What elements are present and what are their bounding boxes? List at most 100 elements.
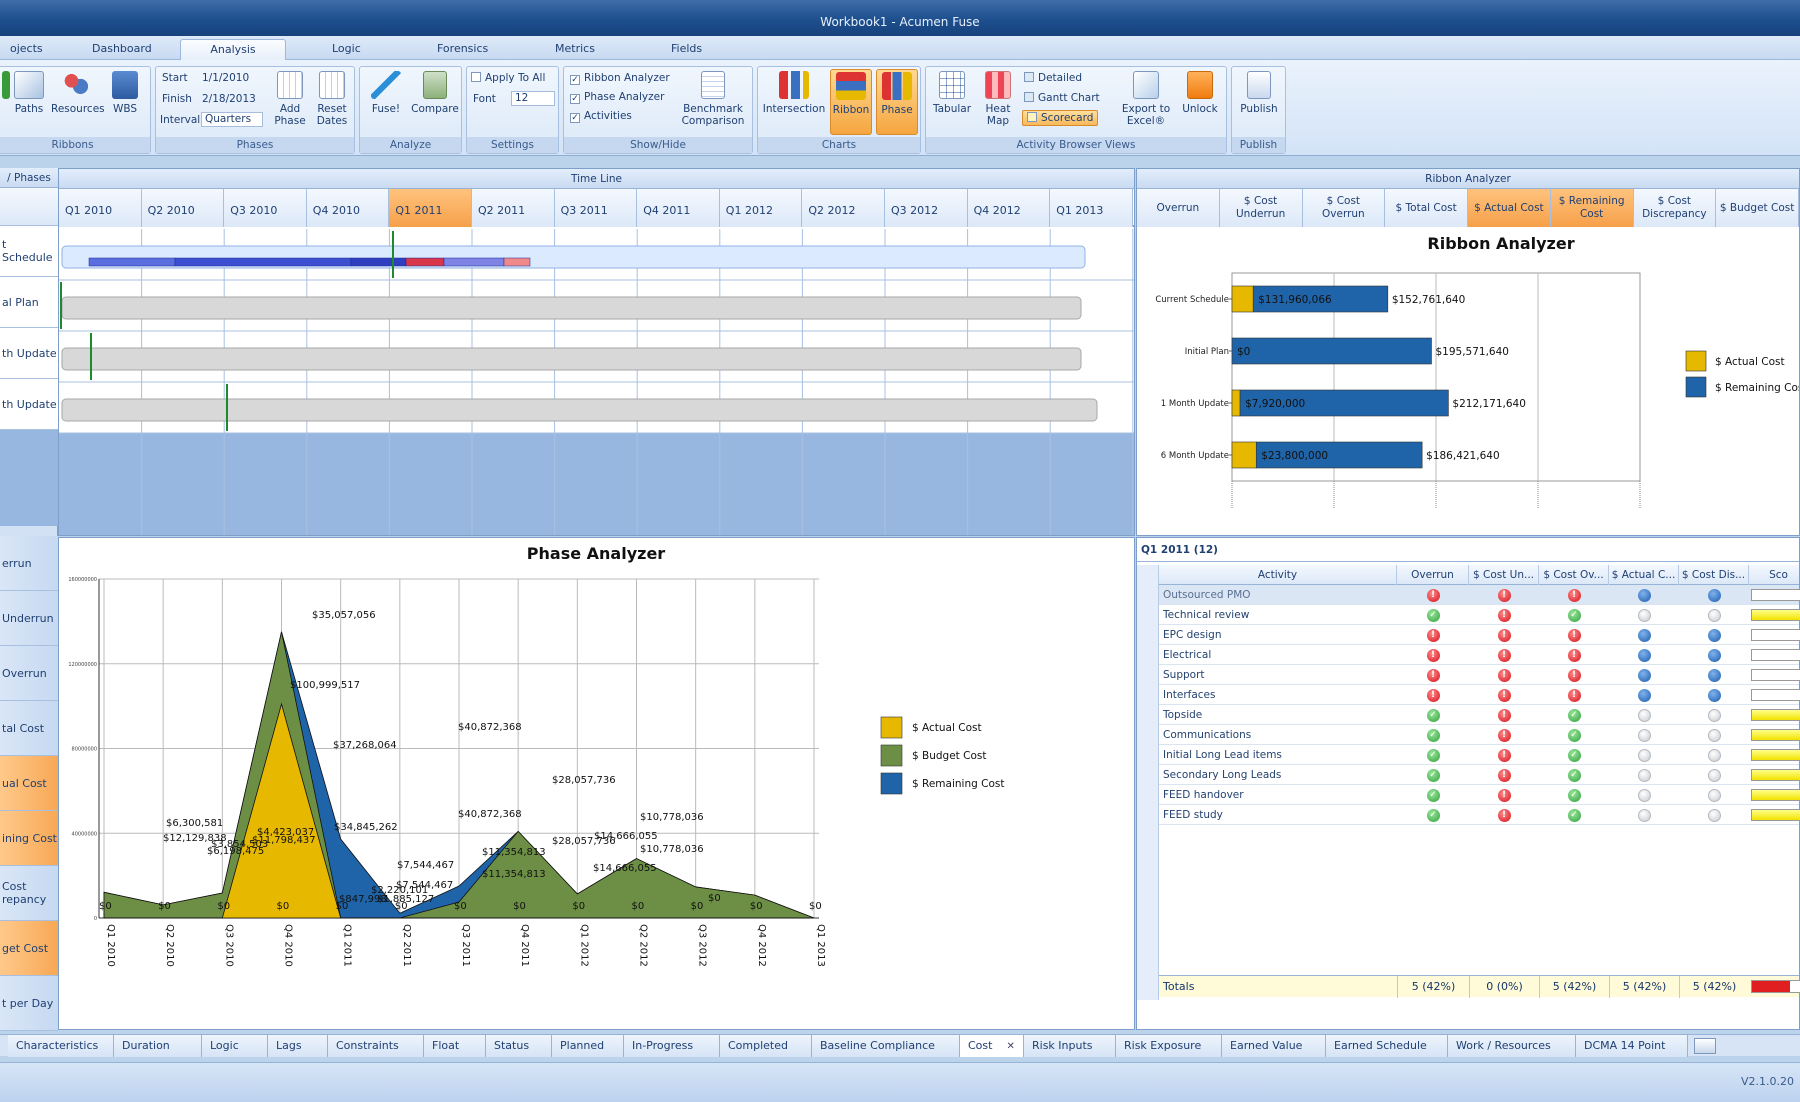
metric-item-9[interactable]: t per Day xyxy=(0,976,58,1031)
metric-item-2[interactable]: Underrun xyxy=(0,591,58,646)
tab-menu-icon[interactable] xyxy=(1694,1038,1716,1054)
bottom-tab-10[interactable]: Completed xyxy=(720,1035,812,1057)
bottom-tab-14[interactable]: Risk Exposure xyxy=(1116,1035,1222,1057)
tab-fields[interactable]: Fields xyxy=(671,42,703,55)
quarter-header-7[interactable]: Q3 2011 xyxy=(554,189,638,227)
phase-analyzer-checkbox[interactable]: ✓ Phase Analyzer xyxy=(570,91,665,104)
metric-item-7[interactable]: Cost repancy xyxy=(0,866,58,921)
bottom-tab-1[interactable]: Characteristics xyxy=(8,1035,114,1057)
wbs-button[interactable]: WBS xyxy=(105,71,145,115)
quarter-header-3[interactable]: Q3 2010 xyxy=(224,189,307,227)
ribbon-analyzer-tab-6[interactable]: $ Remaining Cost xyxy=(1550,189,1634,227)
quarter-header-6[interactable]: Q2 2011 xyxy=(472,189,555,227)
ribbon-analyzer-checkbox[interactable]: ✓ Ribbon Analyzer xyxy=(570,72,670,85)
quarter-header-5[interactable]: Q1 2011 xyxy=(389,189,472,227)
unlock-button[interactable]: Unlock xyxy=(1176,71,1224,115)
bottom-tab-12[interactable]: Cost ✕ xyxy=(960,1035,1024,1057)
activity-column-header-6[interactable]: $ Cost Dis... xyxy=(1679,565,1749,585)
compare-button[interactable]: Compare xyxy=(410,71,460,115)
activity-row-1[interactable]: Outsourced PMO!!! xyxy=(1159,585,1800,605)
activity-row-8[interactable]: Communications ✓! ✓ xyxy=(1159,725,1800,745)
tab-dashboard[interactable]: Dashboard xyxy=(92,42,152,55)
quarter-header-1[interactable]: Q1 2010 xyxy=(59,189,142,227)
quarter-header-11[interactable]: Q3 2012 xyxy=(885,189,968,227)
ribbon-analyzer-tab-7[interactable]: $ Cost Discrepancy xyxy=(1633,189,1717,227)
activity-row-6[interactable]: Interfaces!!! xyxy=(1159,685,1800,705)
gantt-chart-button[interactable]: Gantt Chart xyxy=(1024,91,1100,105)
export-to-excel-button[interactable]: Export to Excel® xyxy=(1118,71,1174,127)
ribbon-analyzer-tab-2[interactable]: $ Cost Underrun xyxy=(1219,189,1303,227)
tab-metrics[interactable]: Metrics xyxy=(555,42,595,55)
metric-item-1[interactable]: errun xyxy=(0,536,58,591)
quarter-header-4[interactable]: Q4 2010 xyxy=(306,189,390,227)
font-size-select[interactable]: 12 xyxy=(511,91,555,106)
metric-item-6[interactable]: ining Cost xyxy=(0,811,58,866)
phase-chart-button[interactable]: Phase xyxy=(876,69,918,135)
publish-button[interactable]: Publish xyxy=(1234,71,1284,115)
interval-select[interactable]: Quarters xyxy=(201,112,263,127)
bottom-tab-15[interactable]: Earned Value xyxy=(1222,1035,1326,1057)
activity-row-4[interactable]: Electrical!!! xyxy=(1159,645,1800,665)
ribbon-chart-button[interactable]: Ribbon xyxy=(830,69,872,135)
bottom-tab-4[interactable]: Lags xyxy=(268,1035,328,1057)
tab-analysis[interactable]: Analysis xyxy=(180,39,286,60)
ribbon-analyzer-tab-5[interactable]: $ Actual Cost xyxy=(1468,189,1551,227)
tab-forensics[interactable]: Forensics xyxy=(437,42,489,55)
ribbon-analyzer-tab-4[interactable]: $ Total Cost xyxy=(1385,189,1468,227)
metric-item-4[interactable]: tal Cost xyxy=(0,701,58,756)
activity-row-9[interactable]: Initial Long Lead items ✓! ✓ xyxy=(1159,745,1800,765)
bottom-tab-11[interactable]: Baseline Compliance xyxy=(812,1035,960,1057)
bottom-tab-17[interactable]: Work / Resources xyxy=(1448,1035,1576,1057)
quarter-header-2[interactable]: Q2 2010 xyxy=(141,189,225,227)
quarter-header-13[interactable]: Q1 2013 xyxy=(1050,189,1133,227)
activity-row-2[interactable]: Technical review ✓! ✓ xyxy=(1159,605,1800,625)
activity-row-12[interactable]: FEED study ✓! ✓ xyxy=(1159,805,1800,825)
tabular-button[interactable]: Tabular xyxy=(930,71,974,115)
scorecard-button[interactable]: Scorecard xyxy=(1022,110,1099,126)
quarter-header-8[interactable]: Q4 2011 xyxy=(637,189,720,227)
activity-column-header-4[interactable]: $ Cost Ov... xyxy=(1539,565,1609,585)
activity-row-5[interactable]: Support!!! xyxy=(1159,665,1800,685)
finish-date-field[interactable]: 2/18/2013 xyxy=(202,93,256,105)
quarter-header-9[interactable]: Q1 2012 xyxy=(719,189,803,227)
metric-item-5[interactable]: ual Cost xyxy=(0,756,58,811)
partial-button[interactable] xyxy=(1,71,11,103)
bottom-tab-16[interactable]: Earned Schedule xyxy=(1326,1035,1448,1057)
bottom-tab-2[interactable]: Duration xyxy=(114,1035,202,1057)
start-date-field[interactable]: 1/1/2010 xyxy=(202,72,250,84)
benchmark-comparison-button[interactable]: Benchmark Comparison xyxy=(676,71,750,127)
bottom-tab-5[interactable]: Constraints xyxy=(328,1035,424,1057)
bottom-tab-18[interactable]: DCMA 14 Point xyxy=(1576,1035,1688,1057)
bottom-tab-3[interactable]: Logic xyxy=(202,1035,268,1057)
activity-column-header-3[interactable]: $ Cost Un... xyxy=(1469,565,1539,585)
apply-to-all-button[interactable]: Apply To All xyxy=(471,71,545,85)
add-phase-button[interactable]: Add Phase xyxy=(270,71,310,127)
metric-item-3[interactable]: Overrun xyxy=(0,646,58,701)
bottom-tab-8[interactable]: Planned xyxy=(552,1035,624,1057)
tab-projects[interactable]: ojects xyxy=(10,42,43,55)
ribbon-analyzer-tab-1[interactable]: Overrun xyxy=(1137,189,1220,227)
bottom-tab-13[interactable]: Risk Inputs xyxy=(1024,1035,1116,1057)
tab-logic[interactable]: Logic xyxy=(332,42,361,55)
metric-item-8[interactable]: get Cost xyxy=(0,921,58,976)
activity-column-header-7[interactable]: Sco xyxy=(1749,565,1800,585)
activity-column-header-1[interactable]: Activity xyxy=(1159,565,1397,585)
intersection-button[interactable]: Intersection xyxy=(762,71,826,137)
activity-row-10[interactable]: Secondary Long Leads ✓! ✓ xyxy=(1159,765,1800,785)
activity-row-11[interactable]: FEED handover ✓! ✓ xyxy=(1159,785,1800,805)
bottom-tab-9[interactable]: In-Progress xyxy=(624,1035,720,1057)
activities-checkbox[interactable]: ✓ Activities xyxy=(570,110,632,123)
reset-dates-button[interactable]: Reset Dates xyxy=(312,71,352,127)
activity-column-header-5[interactable]: $ Actual C... xyxy=(1609,565,1679,585)
activity-row-7[interactable]: Topside ✓! ✓ xyxy=(1159,705,1800,725)
activity-column-header-2[interactable]: Overrun xyxy=(1397,565,1469,585)
ribbon-analyzer-tab-8[interactable]: $ Budget Cost xyxy=(1716,189,1799,227)
paths-button[interactable]: Paths xyxy=(9,71,49,115)
activity-row-3[interactable]: EPC design!!! xyxy=(1159,625,1800,645)
resources-button[interactable]: Resources xyxy=(51,71,105,115)
close-tab-icon[interactable]: ✕ xyxy=(1006,1041,1015,1052)
ribbon-analyzer-tab-3[interactable]: $ Cost Overrun xyxy=(1302,189,1386,227)
fuse-button[interactable]: Fuse! xyxy=(364,71,408,115)
heat-map-button[interactable]: Heat Map xyxy=(976,71,1020,127)
detailed-button[interactable]: Detailed xyxy=(1024,71,1082,85)
